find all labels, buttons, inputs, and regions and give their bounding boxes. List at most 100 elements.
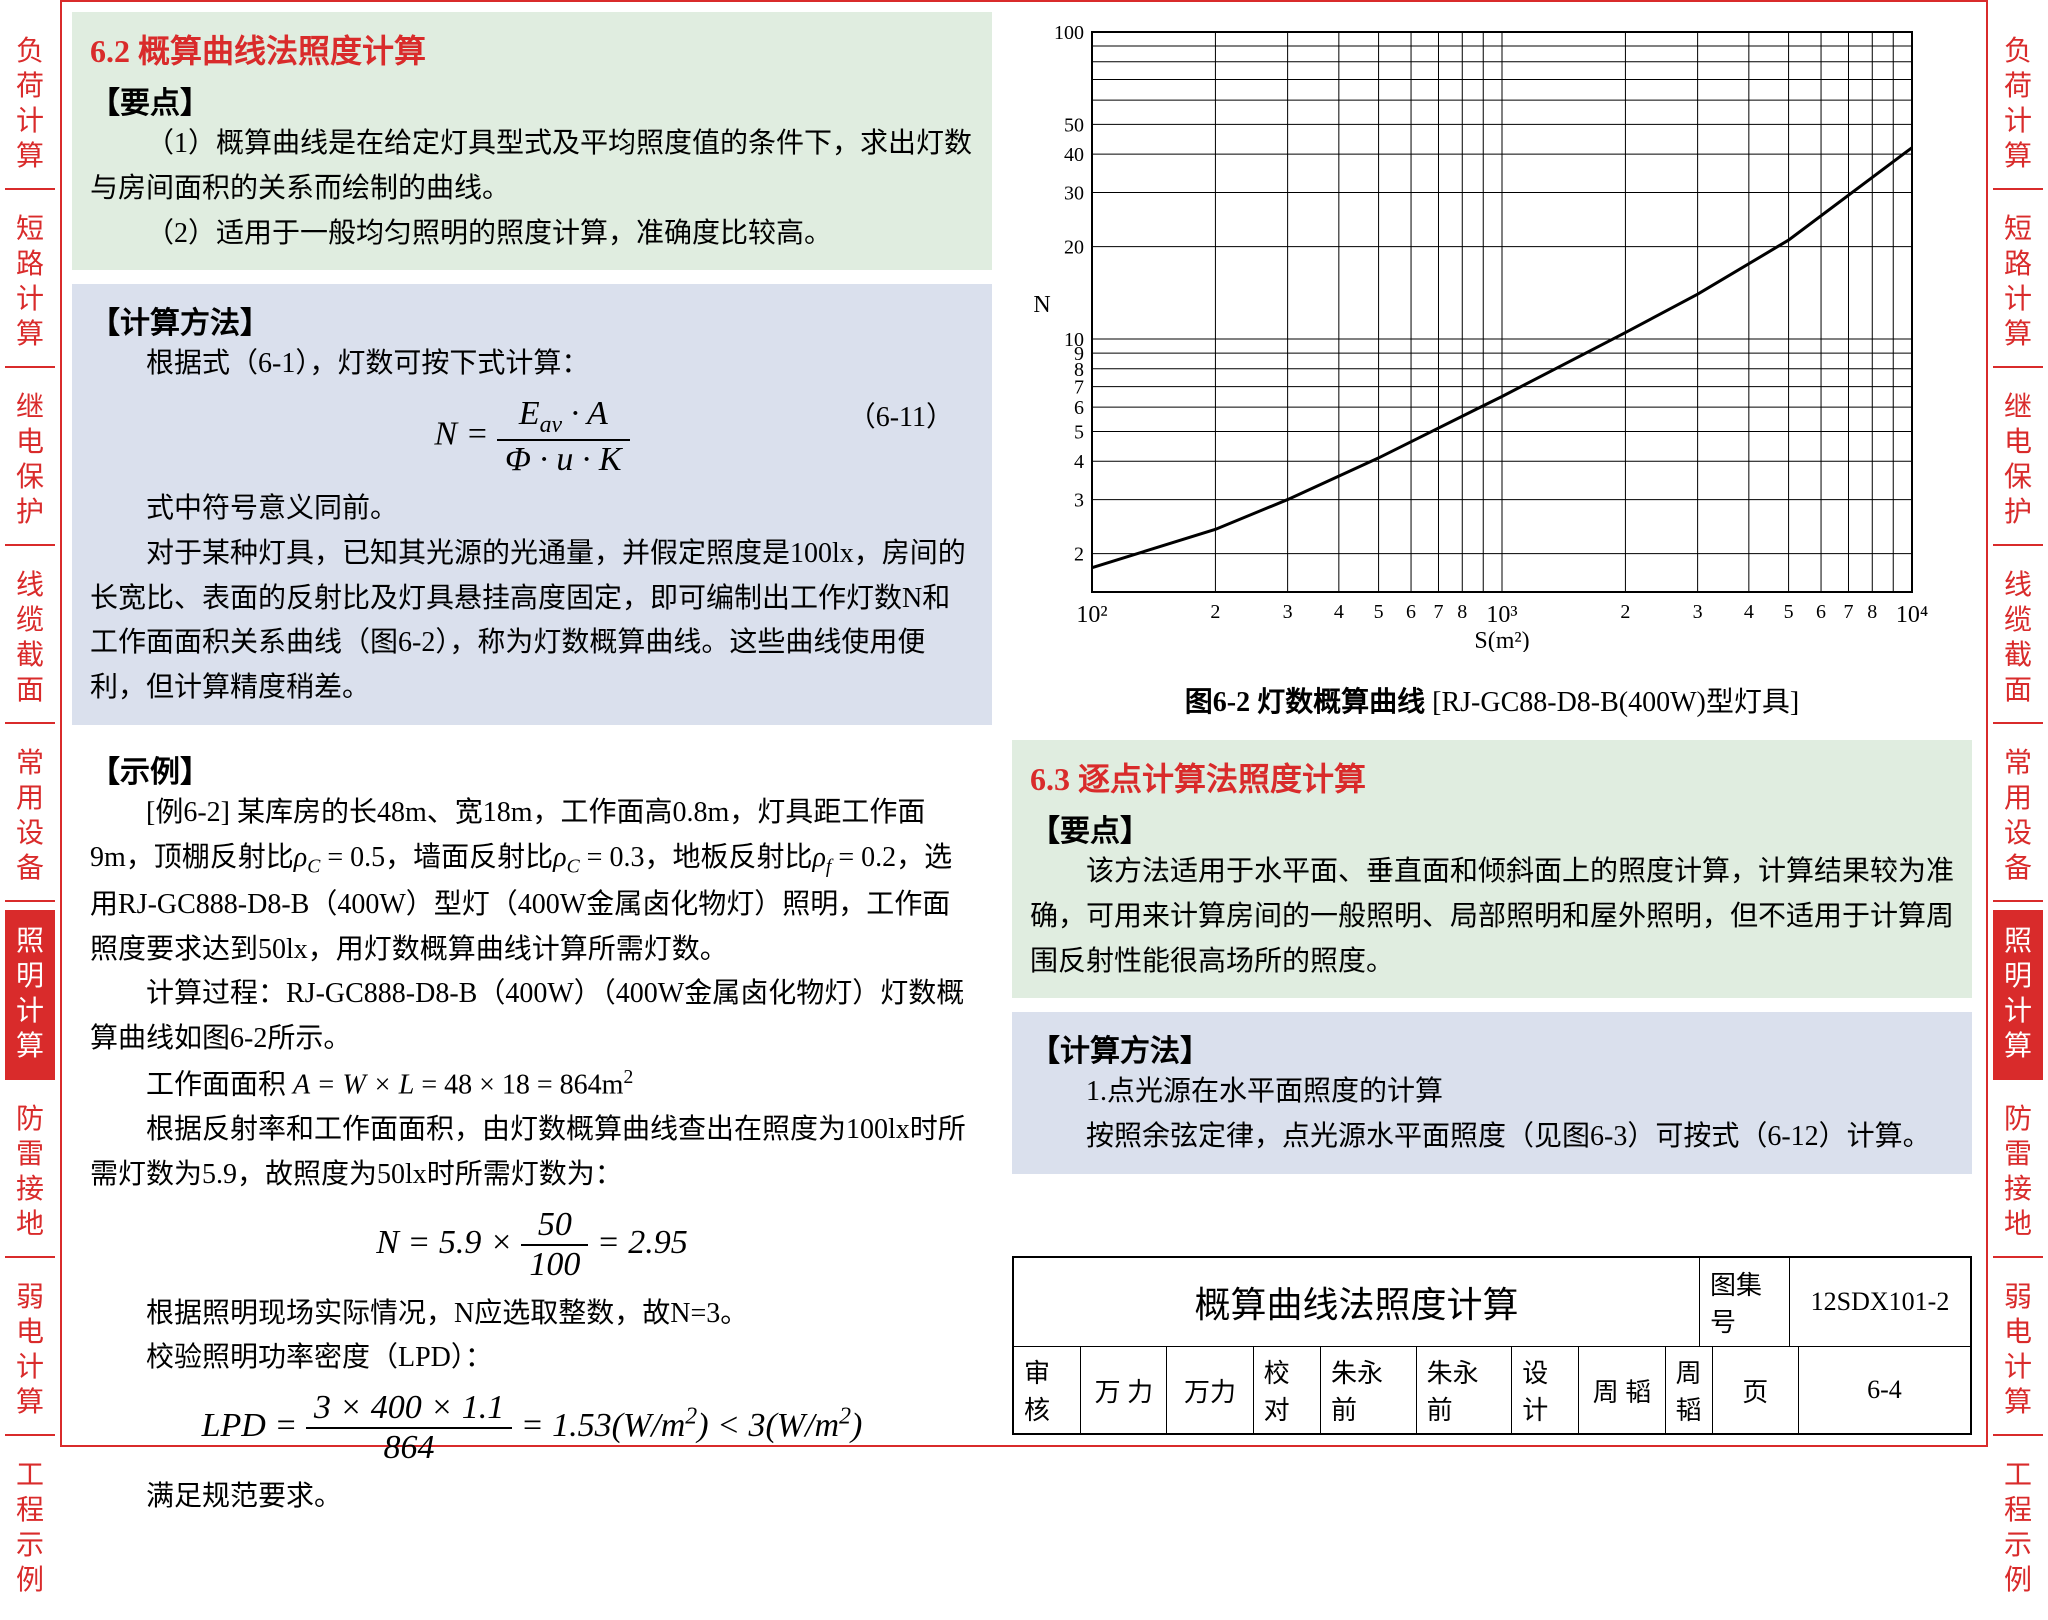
tab-短路计算[interactable]: 短路计算 [1993,198,2043,368]
keypoint-2: （2）适用于一般均匀照明的照度计算，准确度比较高。 [90,212,974,257]
keypoints-6-3-title: 【要点】 [1030,806,1954,850]
tab-继电保护[interactable]: 继电保护 [5,376,55,546]
keypoint-1: （1）概算曲线是在给定灯具型式及平均照度值的条件下，求出灯数与房间面积的关系而绘… [90,122,974,212]
svg-text:3: 3 [1283,601,1293,623]
check-sign: 朱永前 [1417,1347,1513,1433]
keypoints-6-3-body: 该方法适用于水平面、垂直面和倾斜面上的照度计算，计算结果较为准确，可用来计算房间… [1030,850,1954,984]
check-name: 朱永前 [1321,1347,1417,1433]
tab-工程示例[interactable]: 工程示例 [1993,1444,2043,1612]
svg-text:10³: 10³ [1486,602,1517,628]
svg-text:7: 7 [1433,601,1443,623]
formula-n: N = 5.9 × 50100 = 2.95 [90,1206,974,1284]
svg-text:5: 5 [1784,601,1794,623]
svg-text:5: 5 [1374,601,1384,623]
method-intro: 根据式（6-1），灯数可按下式计算： [90,342,974,387]
method-6-3-2: 按照余弦定律，点光源水平面照度（见图6-3）可按式（6-12）计算。 [1030,1115,1954,1160]
svg-text:10⁴: 10⁴ [1896,602,1928,628]
chart-svg: 10²10³10⁴2233445566778823456789102030405… [1012,12,1932,652]
tabs-right: 负荷计算短路计算继电保护线缆截面常用设备照明计算防雷接地弱电计算工程示例 [1988,20,2048,1620]
example-p2: 计算过程：RJ-GC888-D8-B（400W）（400W金属卤化物灯）灯数概算… [90,972,974,1062]
review-name: 万 力 [1081,1347,1167,1433]
svg-text:10²: 10² [1076,602,1107,628]
example-p4: 根据反射率和工作面面积，由灯数概算曲线查出在照度为100lx时所需灯数为5.9，… [90,1108,974,1198]
method-title: 【计算方法】 [90,298,974,342]
right-column: 10²10³10⁴2233445566778823456789102030405… [1012,12,1972,1188]
svg-text:3: 3 [1074,490,1084,512]
tab-常用设备[interactable]: 常用设备 [5,732,55,902]
chart-6-2: 10²10³10⁴2233445566778823456789102030405… [1012,12,1932,672]
svg-text:100: 100 [1054,22,1084,44]
method-note: 式中符号意义同前。 [90,487,974,532]
tab-常用设备[interactable]: 常用设备 [1993,732,2043,902]
design-label: 设计 [1512,1347,1579,1433]
svg-text:30: 30 [1064,183,1084,205]
svg-text:40: 40 [1064,144,1084,166]
svg-text:4: 4 [1074,451,1084,473]
example-p6: 校验照明功率密度（LPD）： [90,1336,974,1381]
tab-线缆截面[interactable]: 线缆截面 [1993,554,2043,724]
tabs-left: 负荷计算短路计算继电保护线缆截面常用设备照明计算防雷接地弱电计算工程示例 [0,20,60,1620]
svg-text:3: 3 [1693,601,1703,623]
formula-6-11: N = Eav · AΦ · u · K （6-11） [90,395,974,479]
tab-继电保护[interactable]: 继电保护 [1993,376,2043,546]
svg-text:4: 4 [1334,601,1344,623]
tab-照明计算[interactable]: 照明计算 [1993,910,2043,1080]
section-6-2-method: 【计算方法】 根据式（6-1），灯数可按下式计算： N = Eav · AΦ ·… [72,284,992,725]
example-p1: [例6-2] 某库房的长48m、宽18m，工作面高0.8m，灯具距工作面9m，顶… [90,791,974,972]
section-6-3-method: 【计算方法】 1.点光源在水平面照度的计算 按照余弦定律，点光源水平面照度（见图… [1012,1012,1972,1174]
example-p5: 根据照明现场实际情况，N应选取整数，故N=3。 [90,1292,974,1337]
svg-text:6: 6 [1074,397,1084,419]
method-6-3-title: 【计算方法】 [1030,1026,1954,1070]
svg-text:4: 4 [1744,601,1754,623]
svg-text:8: 8 [1457,601,1467,623]
svg-text:2: 2 [1074,544,1084,566]
tab-防雷接地[interactable]: 防雷接地 [1993,1088,2043,1258]
tab-负荷计算[interactable]: 负荷计算 [5,20,55,190]
method-body: 对于某种灯具，已知其光源的光通量，并假定照度是100lx，房间的长宽比、表面的反… [90,532,974,711]
atlas-label: 图集号 [1700,1258,1790,1346]
page-value: 6-4 [1799,1347,1970,1433]
method-6-3-1: 1.点光源在水平面照度的计算 [1030,1070,1954,1115]
svg-text:2: 2 [1210,601,1220,623]
atlas-value: 12SDX101-2 [1790,1258,1970,1346]
svg-text:7: 7 [1843,601,1853,623]
svg-text:20: 20 [1064,237,1084,259]
section-6-2-keypoints: 6.2 概算曲线法照度计算 【要点】 （1）概算曲线是在给定灯具型式及平均照度值… [72,12,992,270]
left-column: 6.2 概算曲线法照度计算 【要点】 （1）概算曲线是在给定灯具型式及平均照度值… [72,12,992,1538]
example-title: 【示例】 [90,747,974,791]
svg-text:6: 6 [1816,601,1826,623]
design-sign: 周韬 [1666,1347,1713,1433]
formula-lpd: LPD = 3 × 400 × 1.1864 = 1.53(W/m2) < 3(… [90,1389,974,1467]
tab-防雷接地[interactable]: 防雷接地 [5,1088,55,1258]
svg-text:5: 5 [1074,421,1084,443]
svg-text:8: 8 [1867,601,1877,623]
page-label: 页 [1713,1347,1799,1433]
tab-线缆截面[interactable]: 线缆截面 [5,554,55,724]
svg-text:2: 2 [1620,601,1630,623]
section-heading: 6.2 概算曲线法照度计算 [90,26,974,72]
tab-工程示例[interactable]: 工程示例 [5,1444,55,1612]
svg-text:10: 10 [1064,329,1084,351]
keypoints-title: 【要点】 [90,78,974,122]
example-area: 工作面面积 A = W × L = 48 × 18 = 864m2 [90,1062,974,1108]
content-area: 6.2 概算曲线法照度计算 【要点】 （1）概算曲线是在给定灯具型式及平均照度值… [72,12,1976,1435]
chart-caption: 图6-2 灯数概算曲线 [RJ-GC88-D8-B(400W)型灯具] [1012,680,1972,720]
check-label: 校对 [1254,1347,1321,1433]
svg-text:6: 6 [1406,601,1416,623]
tab-弱电计算[interactable]: 弱电计算 [1993,1266,2043,1436]
tab-负荷计算[interactable]: 负荷计算 [1993,20,2043,190]
tab-照明计算[interactable]: 照明计算 [5,910,55,1080]
review-sign: 万力 [1167,1347,1253,1433]
design-name: 周 韬 [1579,1347,1665,1433]
section-6-3-keypoints: 6.3 逐点计算法照度计算 【要点】 该方法适用于水平面、垂直面和倾斜面上的照度… [1012,740,1972,998]
tab-短路计算[interactable]: 短路计算 [5,198,55,368]
section-6-2-example: 【示例】 [例6-2] 某库房的长48m、宽18m，工作面高0.8m，灯具距工作… [72,739,992,1528]
tab-弱电计算[interactable]: 弱电计算 [5,1266,55,1436]
svg-text:50: 50 [1064,114,1084,136]
title-block: 概算曲线法照度计算 图集号 12SDX101-2 审核 万 力 万力 校对 朱永… [1012,1256,1972,1435]
page-frame: 6.2 概算曲线法照度计算 【要点】 （1）概算曲线是在给定灯具型式及平均照度值… [60,0,1988,1447]
svg-text:S(m²): S(m²) [1474,628,1529,652]
section-6-3-heading: 6.3 逐点计算法照度计算 [1030,754,1954,800]
review-label: 审核 [1014,1347,1081,1433]
drawing-title: 概算曲线法照度计算 [1014,1258,1700,1346]
